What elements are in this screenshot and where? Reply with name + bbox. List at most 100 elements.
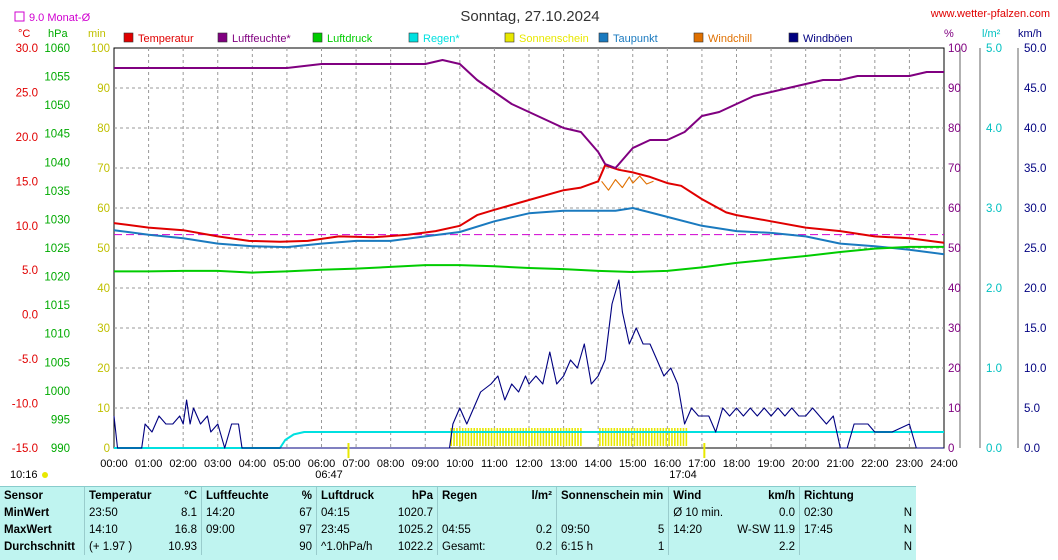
x-tick-label: 04:00	[239, 458, 267, 470]
x-tick-label: 10:00	[446, 458, 474, 470]
x-tick-label: 12:00	[515, 458, 543, 470]
cell: 2.2	[779, 540, 795, 553]
cell: N	[903, 523, 912, 536]
y-tick-temp_c: 5.0	[22, 265, 38, 277]
y-tick-humidity_pct: 10	[948, 403, 961, 415]
cell	[201, 538, 280, 555]
unit-lm2: l/m²	[982, 28, 1001, 40]
y-tick-rain_lm2: 0.0	[986, 443, 1002, 455]
x-tick-label: 06:00	[308, 458, 336, 470]
cell: 14:20	[201, 504, 280, 521]
y-tick-pressure_hpa: 1030	[44, 214, 70, 226]
y-tick-sun_min: 60	[97, 203, 110, 215]
legend-label: Taupunkt	[613, 33, 658, 45]
y-tick-pressure_hpa: 1035	[44, 186, 70, 198]
y-tick-pressure_hpa: 1015	[44, 300, 70, 312]
series-line-luftdruck	[114, 245, 944, 274]
summary-table: Sensor Temperatur °C Luftfeuchte % Luftd…	[0, 486, 916, 560]
legend-swatch	[598, 32, 609, 43]
series-line-windchill	[601, 175, 654, 191]
y-tick-rain_lm2: 5.0	[986, 43, 1002, 55]
x-tick-label: 07:00	[342, 458, 370, 470]
legend-label: Regen*	[423, 33, 460, 45]
cell: 16.8	[174, 523, 197, 536]
hdr-wind-unit: km/h	[768, 489, 795, 502]
hdr-sensor: Sensor	[4, 489, 43, 502]
unit-celsius: °C	[18, 28, 30, 40]
y-tick-pressure_hpa: 1010	[44, 329, 70, 341]
x-tick-label: 21:00	[826, 458, 854, 470]
y-tick-wind_kmh: 45.0	[1024, 83, 1046, 95]
cell: 09:00	[201, 521, 280, 538]
x-tick-label: 11:00	[481, 458, 508, 470]
table-row: MinWert 23:50 8.1 14:20 67 04:15 1020.7 …	[0, 504, 916, 521]
x-tick-label: 19:00	[757, 458, 785, 470]
x-tick-label: 17:00	[688, 458, 716, 470]
y-tick-wind_kmh: 50.0	[1024, 43, 1046, 55]
y-tick-pressure_hpa: 1050	[44, 100, 70, 112]
y-tick-humidity_pct: 40	[948, 283, 961, 295]
y-tick-humidity_pct: 60	[948, 203, 961, 215]
y-tick-rain_lm2: 1.0	[986, 363, 1002, 375]
day-length: 10:16	[10, 469, 38, 481]
y-tick-wind_kmh: 15.0	[1024, 323, 1046, 335]
y-tick-humidity_pct: 80	[948, 123, 961, 135]
legend-swatch	[312, 32, 323, 43]
y-tick-sun_min: 20	[97, 363, 110, 375]
y-tick-wind_kmh: 40.0	[1024, 123, 1046, 135]
x-tick-label: 08:00	[377, 458, 405, 470]
y-tick-wind_kmh: 5.0	[1024, 403, 1040, 415]
hdr-rain-unit: l/m²	[531, 489, 552, 502]
hdr-temp: Temperatur	[84, 487, 163, 504]
y-tick-humidity_pct: 90	[948, 83, 961, 95]
cell: N	[903, 540, 912, 553]
y-tick-temp_c: -5.0	[18, 354, 38, 366]
unit-pct: %	[944, 28, 954, 40]
cell	[668, 538, 734, 555]
cell: 8.1	[181, 506, 197, 519]
cell: 14:10	[84, 521, 163, 538]
y-tick-sun_min: 50	[97, 243, 110, 255]
legend-swatch	[788, 32, 799, 43]
table-header: Sensor Temperatur °C Luftfeuchte % Luftd…	[0, 487, 916, 504]
x-tick-label: 05:00	[273, 458, 301, 470]
hdr-sun: Sonnenschein min	[555, 487, 669, 504]
y-tick-wind_kmh: 0.0	[1024, 443, 1040, 455]
tick-labels: 00:00 01:00 02:00 03:00 04:00 05:00 06:00 07:00…	[12, 43, 1047, 470]
series-line-windben	[113, 279, 944, 449]
cell: 1022.2	[397, 540, 433, 553]
legend: Temperatur Luftfeuchte* Luftdruck Regen* Son…	[123, 32, 853, 45]
y-tick-humidity_pct: 30	[948, 323, 961, 335]
cell: 17:45	[799, 521, 888, 538]
cell	[555, 504, 639, 521]
cell: 5	[657, 523, 665, 536]
row-label: MinWert	[4, 506, 50, 519]
cell: 0.2	[536, 523, 552, 536]
x-tick-label: 15:00	[619, 458, 647, 470]
cell: 6:15 h	[555, 538, 639, 555]
cell: 09:50	[555, 521, 639, 538]
cell: 02:30	[799, 504, 888, 521]
y-tick-wind_kmh: 35.0	[1024, 163, 1046, 175]
row-label: Durchschnitt	[4, 540, 75, 553]
y-tick-pressure_hpa: 1055	[44, 72, 70, 84]
y-tick-rain_lm2: 4.0	[986, 123, 1002, 135]
y-tick-pressure_hpa: 1040	[44, 157, 70, 169]
legend-swatch	[693, 32, 704, 43]
cell: 97	[299, 523, 312, 536]
unit-hpa: hPa	[48, 28, 68, 40]
cell: 1	[657, 540, 665, 553]
legend-swatch	[123, 32, 134, 43]
monthly-avg-icon	[14, 11, 25, 22]
y-tick-sun_min: 30	[97, 323, 110, 335]
y-tick-wind_kmh: 10.0	[1024, 363, 1046, 375]
y-tick-rain_lm2: 2.0	[986, 283, 1002, 295]
series-line-temperatur	[113, 164, 945, 244]
cell: 0.2	[536, 540, 552, 553]
cell: 04:55	[437, 521, 516, 538]
y-tick-temp_c: 10.0	[16, 221, 38, 233]
site-url: www.wetter-pfalzen.com	[930, 8, 1050, 20]
x-tick-label: 18:00	[723, 458, 751, 470]
cell: 1025.2	[397, 523, 433, 536]
hdr-temp-unit: °C	[184, 489, 197, 502]
